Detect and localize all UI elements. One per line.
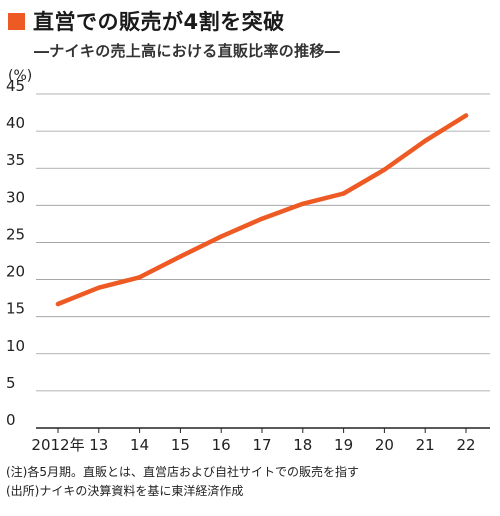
data-point: [382, 167, 387, 172]
chart-title: 直営での販売が4割を突破: [33, 10, 285, 34]
y-tick-label: 40: [6, 114, 25, 132]
data-point: [178, 254, 183, 259]
x-tick-label: 15: [171, 436, 190, 454]
y-tick-label: 0: [6, 411, 16, 429]
y-tick-label: 30: [6, 188, 25, 206]
x-tick-label: 18: [293, 436, 312, 454]
data-point: [463, 113, 469, 118]
notes-block: (注)各5月期。直販とは、直営店および自社サイトでの販売を指す (出所)ナイキの…: [6, 463, 359, 501]
title-square-icon: [8, 12, 25, 30]
x-tick-label: 21: [416, 436, 435, 454]
y-tick-label: 5: [6, 374, 16, 392]
data-point: [137, 275, 142, 280]
note-source: (出所)ナイキの決算資料を基に東洋経済作成: [6, 484, 244, 498]
y-tick-label: 20: [6, 263, 25, 281]
y-tick-label: 45: [6, 78, 25, 95]
chart-subtitle: ―ナイキの売上高における直販比率の推移―: [34, 42, 341, 60]
x-tick-label: 2012年: [31, 436, 84, 454]
x-tick-label: 16: [212, 436, 231, 454]
x-tick-label: 13: [89, 436, 108, 454]
data-point: [341, 191, 346, 196]
x-tick-label: 14: [130, 436, 149, 454]
data-point: [259, 216, 265, 221]
x-tick-label: 19: [334, 436, 353, 454]
data-point: [300, 201, 305, 207]
data-point: [55, 301, 61, 307]
y-axis-unit: (%): [8, 68, 33, 84]
title-block: 直営での販売が4割を突破: [8, 6, 285, 36]
note-definition: (注)各5月期。直販とは、直営店および自社サイトでの販売を指す: [6, 465, 360, 479]
y-tick-label: 35: [6, 151, 25, 169]
y-tick-label: 15: [6, 300, 25, 318]
data-point: [96, 285, 102, 290]
x-tick-label: 22: [456, 436, 475, 454]
x-tick-label: 17: [252, 436, 271, 454]
x-tick-label: 20: [375, 436, 394, 454]
y-tick-label: 25: [6, 225, 25, 243]
y-tick-label: 10: [6, 337, 25, 355]
data-point: [423, 138, 428, 143]
line-chart: 0 5 10 15 20 25 30 35 40 45 2012年 13 14 15 16 17 18 19 20 2…: [6, 78, 490, 454]
data-point: [219, 234, 224, 239]
series-line: [55, 113, 469, 307]
